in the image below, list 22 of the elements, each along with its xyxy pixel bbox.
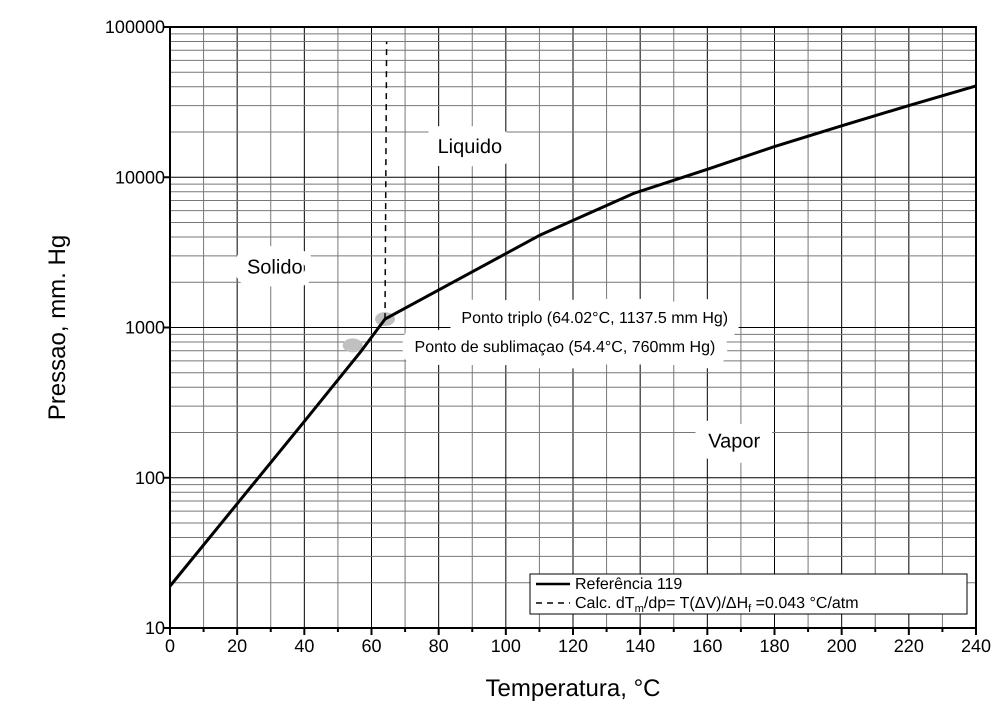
x-tick-label: 0	[164, 636, 176, 656]
y-axis-title: Pressao, mm. Hg	[44, 234, 71, 420]
x-tick-label: 220	[894, 636, 924, 656]
legend-label: Referência 119	[575, 576, 682, 592]
y-tick-label: 10	[144, 618, 165, 638]
y-tick-label: 100000	[104, 17, 165, 37]
x-tick-label: 120	[558, 636, 588, 656]
x-tick-label: 180	[759, 636, 790, 656]
y-tick-label: 100	[134, 468, 165, 488]
x-tick-label: 100	[490, 636, 521, 656]
x-tick-label: 160	[692, 636, 722, 656]
x-axis-title: Temperatura, °C	[486, 675, 660, 702]
x-tick-label: 200	[826, 636, 857, 656]
x-tick-label: 80	[428, 636, 449, 656]
x-tick-label: 20	[227, 636, 248, 656]
x-tick-label: 60	[361, 636, 382, 656]
y-tick-label: 10000	[114, 167, 165, 188]
x-tick-label: 40	[294, 636, 314, 656]
x-tick-label: 240	[960, 636, 992, 656]
legend-label: Calc. dT$_{m}$/dp= T(ΔV)/ΔH$_{f}$ =0.043 °C/atm	[575, 594, 859, 615]
x-tick-label: 140	[625, 636, 656, 656]
y-tick-label: 1000	[124, 318, 165, 338]
